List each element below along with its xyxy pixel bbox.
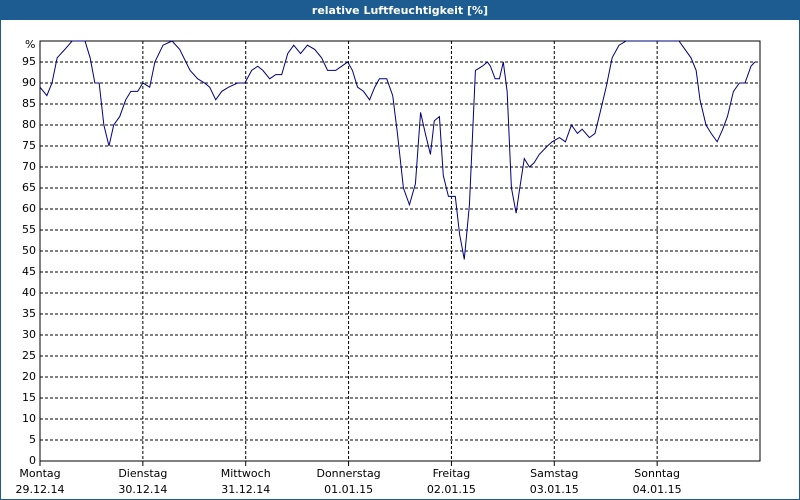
x-tick-label: Sonntag <box>634 467 680 480</box>
title-bar <box>0 0 800 20</box>
x-tick-date: 02.01.15 <box>427 483 476 496</box>
y-tick-label: 40 <box>22 286 36 299</box>
y-tick-label: 60 <box>22 202 36 215</box>
x-tick-date: 04.01.15 <box>633 483 682 496</box>
x-tick-date: 03.01.15 <box>530 483 579 496</box>
y-tick-label: 15 <box>22 391 36 404</box>
y-tick-label: 30 <box>22 328 36 341</box>
x-tick-date: 30.12.14 <box>118 483 167 496</box>
x-tick-label: Samstag <box>530 467 578 480</box>
x-tick-label: Montag <box>19 467 60 480</box>
y-tick-label: 80 <box>22 118 36 131</box>
y-tick-label: 90 <box>22 76 36 89</box>
y-tick-label: 50 <box>22 244 36 257</box>
y-tick-label: 85 <box>22 97 36 110</box>
y-tick-label: 25 <box>22 349 36 362</box>
x-tick-date: 31.12.14 <box>221 483 270 496</box>
y-tick-label: 5 <box>29 433 36 446</box>
y-tick-label: 65 <box>22 181 36 194</box>
x-tick-label: Dienstag <box>118 467 167 480</box>
x-tick-label: Donnerstag <box>316 467 380 480</box>
x-tick-label: Freitag <box>433 467 471 480</box>
y-tick-label: 10 <box>22 412 36 425</box>
data-line <box>39 40 756 260</box>
y-tick-label: 55 <box>22 223 36 236</box>
y-tick-label: 20 <box>22 370 36 383</box>
x-tick-label: Mittwoch <box>221 467 271 480</box>
y-tick-label: 45 <box>22 265 36 278</box>
chart-title: relative Luftfeuchtigkeit [%] <box>312 4 488 17</box>
y-tick-label: 0 <box>29 454 36 467</box>
x-tick-date: 29.12.14 <box>16 483 65 496</box>
x-tick-date: 01.01.15 <box>324 483 373 496</box>
y-tick-label: 75 <box>22 139 36 152</box>
y-tick-label: 70 <box>22 160 36 173</box>
y-tick-label: 35 <box>22 307 36 320</box>
y-tick-label: 95 <box>22 55 36 68</box>
y-axis-label: % <box>25 38 35 51</box>
